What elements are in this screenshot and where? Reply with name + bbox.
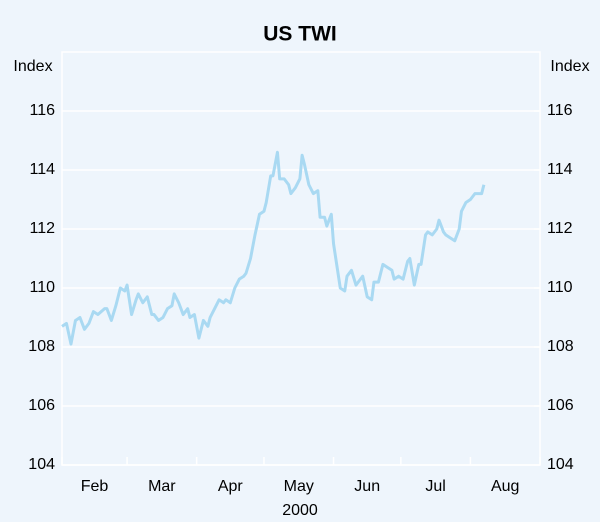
y-tick-label: 110 <box>29 279 55 296</box>
y2-axis-label: Index <box>550 58 589 75</box>
y-tick-label: 112 <box>29 220 55 237</box>
x-tick-label: May <box>284 478 314 495</box>
data-line <box>61 150 486 346</box>
x-tick-label: Mar <box>148 478 176 495</box>
y2-tick-label: 106 <box>547 397 574 414</box>
y2-tick-label: 110 <box>547 279 573 296</box>
y-axis-label: Index <box>13 58 52 75</box>
y-tick-label: 106 <box>28 397 55 414</box>
y2-tick-label: 104 <box>547 456 574 473</box>
x-tick-label: Feb <box>81 478 109 495</box>
x-tick-label: Apr <box>218 478 244 495</box>
y2-tick-label: 108 <box>547 338 574 355</box>
y2-tick-label: 116 <box>547 102 573 119</box>
y-tick-label: 108 <box>28 338 55 355</box>
x-axis-label: 2000 <box>282 502 318 519</box>
plot-area <box>61 51 541 466</box>
y-tick-label: 104 <box>28 456 55 473</box>
y2-tick-label: 112 <box>547 220 573 237</box>
x-tick-label: Aug <box>491 478 519 495</box>
y2-tick-label: 114 <box>547 161 573 178</box>
chart-title: US TWI <box>263 23 337 46</box>
x-tick-label: Jun <box>354 478 380 495</box>
x-tick-label: Jul <box>425 478 445 495</box>
y-tick-label: 114 <box>29 161 55 178</box>
y-tick-label: 116 <box>29 102 55 119</box>
